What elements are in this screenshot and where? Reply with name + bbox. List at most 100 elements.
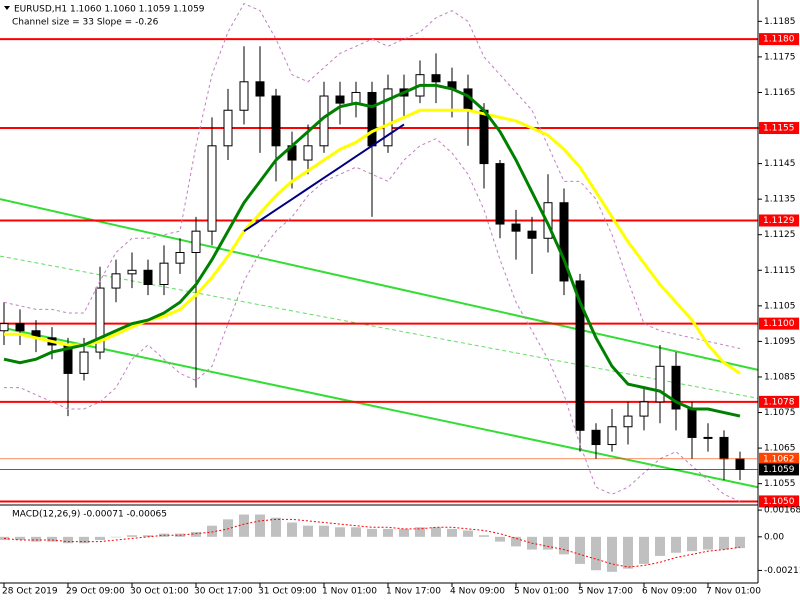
channel-line [0, 326, 759, 489]
macd-bar [127, 535, 137, 537]
candle-body [735, 458, 745, 470]
chart-subtitle: Channel size = 33 Slope = -0.26 [12, 18, 159, 28]
candle-body [543, 202, 553, 239]
candle-body [335, 95, 345, 104]
candle-body [239, 81, 249, 111]
level-label: 1.1155 [763, 124, 795, 134]
x-tick-label: 29 Oct 09:00 [66, 587, 125, 597]
macd-bar [639, 536, 649, 564]
x-tick-label: 4 Nov 09:00 [450, 587, 505, 597]
y-tick-label: 1.1105 [764, 301, 796, 311]
y-tick-label: 1.1125 [764, 230, 796, 240]
macd-bar [223, 519, 233, 537]
y-tick-label: 1.1065 [764, 444, 796, 454]
macd-bar [31, 536, 41, 542]
level-label-box [759, 495, 799, 508]
macd-bar [463, 530, 473, 537]
macd-bar [351, 527, 361, 537]
macd-bar [319, 525, 329, 537]
y-tick-label: 1.1095 [764, 337, 796, 347]
y-tick-label: 1.1115 [764, 266, 796, 276]
candle-body [575, 280, 585, 431]
level-label-box [759, 317, 799, 330]
macd-bar [495, 536, 505, 542]
macd-bar [335, 527, 345, 537]
macd-bar [191, 532, 201, 537]
macd-y-tick-label: 0.00168 [764, 506, 800, 516]
candle-body [591, 429, 601, 446]
candle-body [303, 145, 313, 161]
channel-line [0, 255, 759, 399]
macd-bar [671, 536, 681, 553]
macd-bar [703, 536, 713, 550]
candle-body [719, 436, 729, 460]
candle-body [367, 91, 377, 147]
macd-signal [3, 518, 741, 568]
x-tick-label: 6 Nov 09:00 [642, 587, 697, 597]
macd-y-tick-label: -0.00211 [764, 566, 800, 576]
macd-bar [79, 536, 89, 544]
macd-bar [207, 525, 217, 537]
level-label: 1.1050 [763, 497, 795, 507]
y-tick-label: 1.1175 [764, 52, 796, 62]
y-tick-label: 1.1185 [764, 17, 796, 27]
macd-bar [735, 536, 745, 549]
macd-bar [447, 528, 457, 537]
candle-body [607, 426, 617, 446]
chart-title: EURUSD,H1 1.1060 1.1060 1.1059 1.1059 [14, 5, 205, 15]
candle-body [191, 230, 201, 253]
macd-bar [543, 536, 553, 550]
price-label-box [759, 463, 799, 476]
candle-body [703, 436, 713, 439]
level-label-box [759, 395, 799, 408]
x-tick-label: 31 Oct 09:00 [258, 587, 317, 597]
candle-body [623, 415, 633, 428]
y-tick-label: 1.1085 [764, 372, 796, 382]
macd-bar [399, 528, 409, 537]
candle-body [95, 287, 105, 353]
indicator-line [243, 123, 405, 232]
level-label-box [759, 33, 799, 46]
candle-body [495, 163, 505, 225]
indicator-line [3, 83, 741, 418]
x-tick-label: 5 Nov 01:00 [514, 587, 569, 597]
y-tick-label: 1.1145 [764, 159, 796, 169]
candle-body [527, 230, 537, 239]
channel-line [0, 198, 759, 371]
macd-bar [575, 536, 585, 564]
macd-y-tick-label: 0.00 [764, 532, 784, 542]
candle-body [127, 269, 137, 275]
y-tick-label: 1.1165 [764, 88, 796, 98]
x-tick-label: 7 Nov 01:00 [706, 587, 761, 597]
candle-body [15, 323, 25, 332]
level-label: 1.1129 [763, 216, 795, 226]
plot [0, 2, 759, 503]
menu-triangle[interactable] [4, 6, 10, 10]
macd-bar [303, 525, 313, 537]
candle-body [479, 109, 489, 165]
candle-body [0, 323, 9, 332]
x-tick-label: 30 Oct 17:00 [194, 587, 253, 597]
macd-bar [607, 536, 617, 572]
candle-body [655, 365, 665, 403]
macd-bar [383, 528, 393, 537]
candle-body [687, 408, 697, 438]
price-label-box [759, 452, 799, 465]
macd-bar [239, 514, 249, 537]
indicator-line [4, 108, 741, 375]
macd-bar [559, 536, 569, 555]
level-label-box [759, 214, 799, 227]
macd-bar [15, 536, 25, 541]
macd-title: MACD(12,26,9) -0.00071 -0.00065 [12, 510, 167, 520]
candle-body [511, 223, 521, 232]
x-tick-label: 1 Nov 17:00 [386, 587, 441, 597]
macd-bar [687, 536, 697, 552]
x-tick-label: 28 Oct 2019 [2, 587, 58, 597]
price-label: 1.1062 [763, 454, 795, 464]
macd-bar [255, 514, 265, 537]
macd-bar [623, 536, 633, 569]
candle-body [223, 109, 233, 147]
macd-bar [655, 536, 665, 556]
